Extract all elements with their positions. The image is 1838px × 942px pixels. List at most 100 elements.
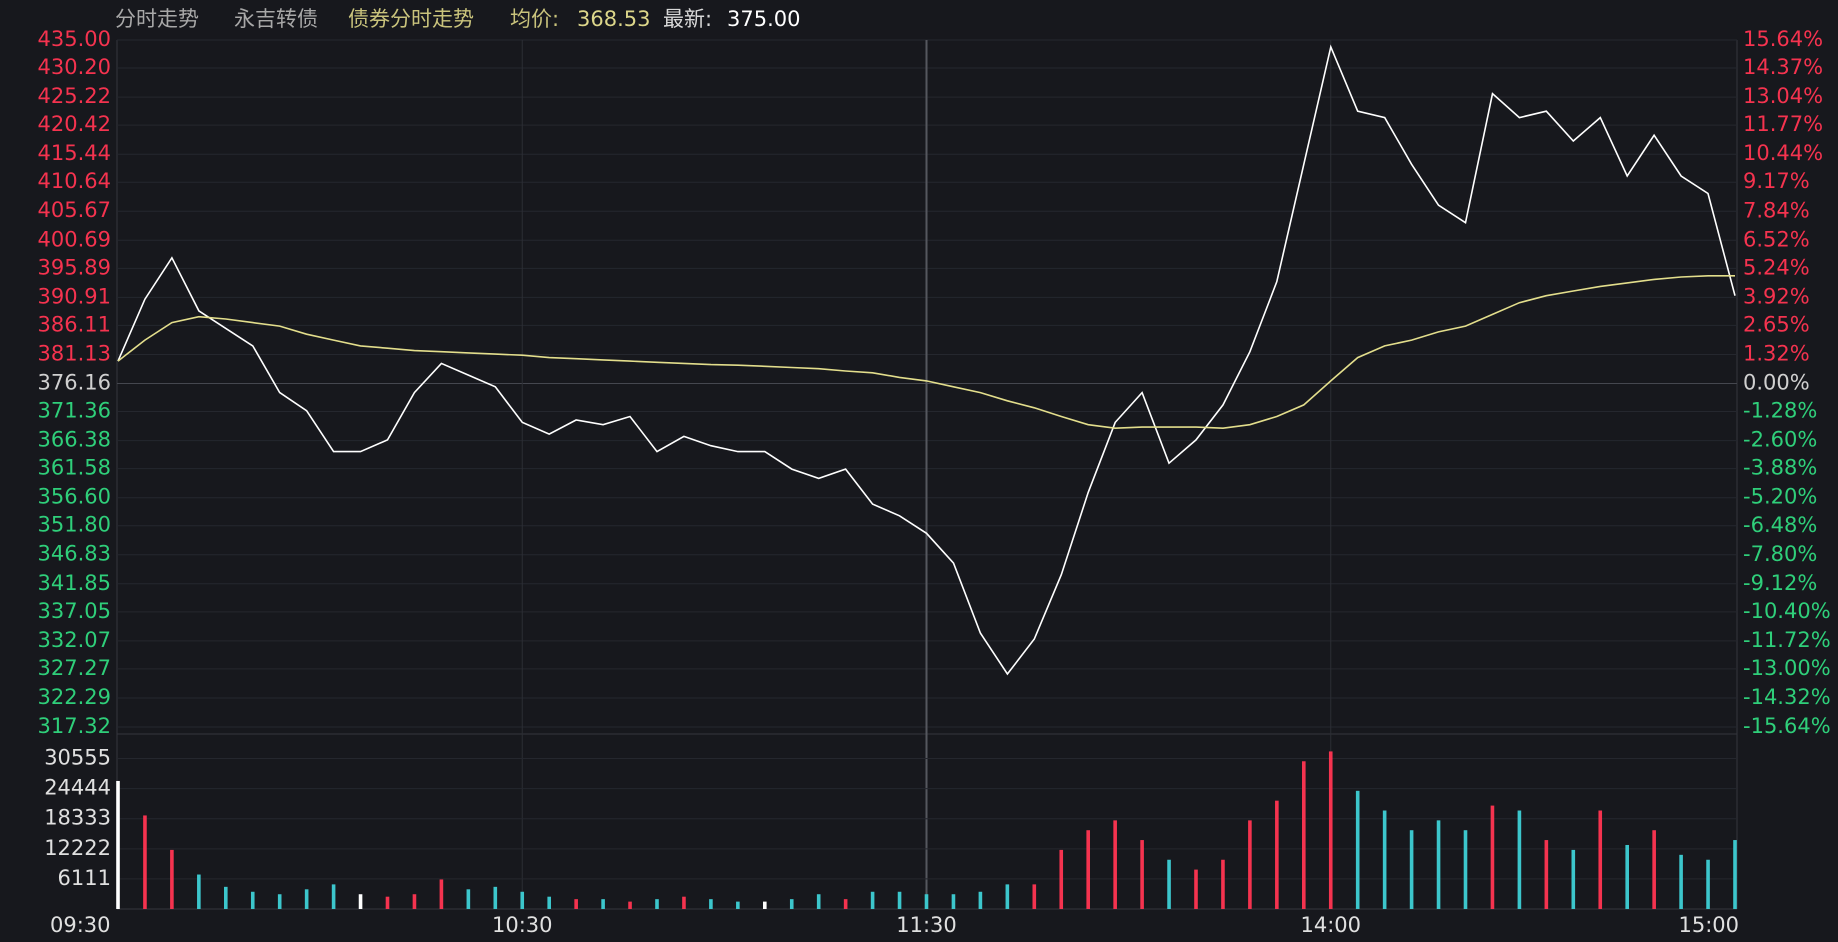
- y2-tick-label: -2.60%: [1743, 428, 1817, 452]
- price-line: [117, 44, 1736, 676]
- y-tick-label: 420.42: [38, 112, 111, 136]
- y2-tick-label: 15.64%: [1743, 27, 1823, 51]
- avg-value: 368.53: [577, 7, 650, 31]
- y-tick-label: 351.80: [38, 513, 111, 537]
- y-tick-label: 346.83: [38, 542, 111, 566]
- y-tick-label: 386.11: [38, 312, 111, 336]
- y-tick-label: 356.60: [38, 485, 111, 509]
- volume-bar: [277, 894, 282, 909]
- y-tick-label: 395.89: [38, 255, 111, 279]
- volume-bar: [736, 901, 740, 909]
- last-value: 375.00: [727, 7, 800, 31]
- volume-bar: [1436, 820, 1441, 909]
- volume-bar: [1706, 859, 1710, 909]
- x-tick-label: 14:00: [1300, 913, 1361, 937]
- volume-bar: [1248, 820, 1252, 909]
- volume-bar: [870, 891, 875, 909]
- volume-bar: [1302, 761, 1306, 909]
- volume-tick-label: 12222: [44, 836, 111, 860]
- y-tick-label: 376.16: [38, 371, 111, 395]
- y-tick-label: 366.38: [38, 428, 111, 452]
- y2-tick-label: -11.72%: [1743, 628, 1831, 652]
- volume-bar: [116, 780, 120, 909]
- volume-bar: [143, 815, 147, 909]
- tab-title: 分时走势: [115, 7, 199, 31]
- y-tick-label: 371.36: [38, 399, 111, 423]
- volume-bar: [331, 884, 336, 909]
- y2-tick-label: -15.64%: [1743, 714, 1831, 738]
- volume-bar: [520, 891, 525, 909]
- volume-bar: [1059, 849, 1064, 909]
- y2-tick-label: 0.00%: [1743, 371, 1810, 395]
- x-tick-label: 10:30: [492, 913, 553, 937]
- volume-bar: [1005, 884, 1010, 909]
- volume-bar: [897, 891, 902, 909]
- volume-tick-label: 30555: [44, 746, 111, 770]
- volume-bar: [1382, 810, 1387, 909]
- y-tick-label: 435.00: [38, 27, 111, 51]
- volume-bar: [1517, 810, 1522, 909]
- y2-tick-label: -10.40%: [1743, 599, 1831, 623]
- volume-bar: [978, 891, 983, 909]
- volume-bar: [1409, 830, 1414, 909]
- volume-bar: [951, 894, 956, 909]
- y2-tick-label: 3.92%: [1743, 284, 1810, 308]
- y-tick-label: 361.58: [38, 456, 111, 480]
- y2-tick-label: 2.65%: [1743, 312, 1810, 336]
- volume-bar: [601, 899, 605, 909]
- volume-tick-label: 18333: [44, 806, 111, 830]
- volume-bar: [250, 891, 255, 909]
- y2-tick-label: -1.28%: [1743, 399, 1817, 423]
- volume-bar: [1679, 854, 1683, 909]
- y2-tick-label: 6.52%: [1743, 227, 1810, 251]
- volume-bar: [1194, 869, 1198, 909]
- x-tick-label: 09:30: [50, 913, 111, 937]
- y-tick-label: 341.85: [38, 571, 111, 595]
- volume-bar: [1652, 830, 1656, 909]
- avg-label: 均价:: [510, 7, 559, 31]
- volume-bar: [547, 896, 551, 909]
- volume-bar: [789, 899, 794, 909]
- y2-tick-label: 5.24%: [1743, 255, 1810, 279]
- volume-bar: [170, 849, 174, 909]
- volume-bar: [1032, 884, 1037, 909]
- volume-bar: [1571, 849, 1576, 909]
- y-tick-label: 410.64: [38, 169, 111, 193]
- y-tick-label: 430.20: [38, 55, 111, 79]
- y2-tick-label: -9.12%: [1743, 571, 1817, 595]
- volume-bar: [763, 901, 767, 909]
- volume-bar: [843, 899, 848, 909]
- y-tick-label: 425.22: [38, 84, 111, 108]
- volume-bar: [1490, 805, 1495, 909]
- x-tick-label: 11:30: [896, 913, 957, 937]
- volume-bar: [439, 879, 444, 909]
- y2-tick-label: 10.44%: [1743, 141, 1823, 165]
- volume-bar: [1733, 840, 1737, 909]
- volume-bar: [1463, 830, 1468, 909]
- y2-tick-label: 9.17%: [1743, 169, 1810, 193]
- volume-bar: [924, 894, 929, 909]
- volume-bar: [655, 899, 659, 909]
- y-tick-label: 390.91: [38, 284, 111, 308]
- y2-tick-label: 13.04%: [1743, 84, 1823, 108]
- y2-tick-label: -7.80%: [1743, 542, 1817, 566]
- volume-bar: [1140, 840, 1144, 909]
- volume-bar: [304, 889, 309, 909]
- y2-tick-label: -3.88%: [1743, 456, 1817, 480]
- volume-bar: [493, 886, 498, 909]
- volume-bar: [1598, 810, 1603, 909]
- volume-bar: [358, 894, 363, 909]
- y2-tick-label: -14.32%: [1743, 685, 1831, 709]
- y2-tick-label: 11.77%: [1743, 112, 1823, 136]
- volume-bar: [1275, 800, 1279, 909]
- y-tick-label: 322.29: [38, 685, 111, 709]
- y-tick-label: 400.69: [38, 227, 111, 251]
- y-tick-label: 337.05: [38, 599, 111, 623]
- volume-bar: [466, 889, 471, 909]
- y2-tick-label: -6.48%: [1743, 513, 1817, 537]
- volume-bar: [574, 899, 578, 909]
- volume-bar: [1113, 820, 1117, 909]
